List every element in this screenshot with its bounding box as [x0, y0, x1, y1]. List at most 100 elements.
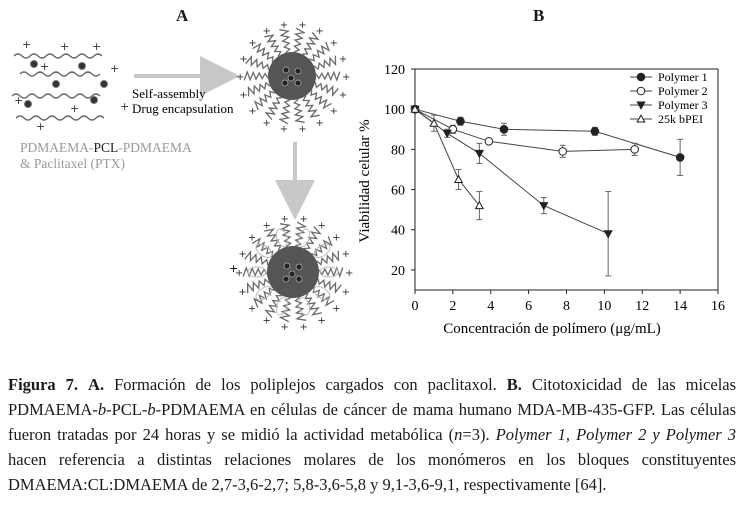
shell-chain — [310, 89, 332, 110]
encapsulated-ptx — [283, 262, 291, 270]
micelle-core-shell: ++++++++++++++ ++++ — [236, 20, 350, 135]
positive-charge: + — [280, 322, 288, 333]
y-tick-label: 60 — [391, 184, 405, 199]
shell-chain — [264, 228, 282, 252]
y-tick-label: 120 — [384, 63, 405, 78]
encapsulated-ptx — [294, 79, 302, 87]
shell-chain — [251, 237, 274, 258]
legend-label: Polymer 3 — [658, 98, 708, 112]
complexed-strand — [298, 228, 311, 247]
data-point — [410, 104, 420, 113]
y-tick-label: 80 — [391, 143, 405, 158]
shell-chain — [279, 223, 292, 248]
positive-charge: + — [332, 233, 340, 244]
positive-charge: + — [316, 26, 324, 37]
figure-number: Figura 7. — [8, 375, 79, 394]
series-25k-bpei — [410, 104, 485, 221]
x-tick-label: 12 — [635, 299, 649, 314]
shell-chain — [246, 278, 270, 294]
shell-chain — [253, 90, 276, 111]
encapsulated-ptx — [287, 74, 295, 82]
ptx-drug-molecules — [24, 60, 108, 108]
series-line — [414, 108, 480, 206]
drug-encapsulation-label: Drug encapsulation — [132, 101, 234, 116]
svg-text:+: + — [70, 102, 79, 115]
x-tick-label: 8 — [563, 299, 570, 314]
data-point — [630, 145, 639, 154]
svg-text:+: + — [92, 40, 101, 53]
data-point — [499, 124, 509, 134]
polyplex-micelle: ++++++++++++++ ++++ — [235, 214, 353, 333]
shell-chain — [311, 236, 333, 257]
shell-chain — [294, 296, 307, 321]
positive-charge: + — [342, 249, 350, 260]
data-point — [636, 86, 646, 96]
positive-charge: + — [280, 214, 288, 225]
shell-chain — [242, 265, 268, 278]
positive-charge: + — [235, 268, 243, 279]
svg-text:+: + — [110, 62, 119, 75]
self-assembly-label: Self-assembly — [132, 86, 206, 101]
positive-charge: + — [345, 268, 353, 279]
legend-label: Polymer 1 — [658, 70, 708, 84]
encapsulated-ptx — [282, 66, 290, 74]
positive-charge: + — [263, 316, 271, 327]
y-tick-label: 20 — [391, 264, 405, 279]
series-line — [414, 108, 609, 235]
positive-charge: + — [238, 287, 246, 298]
positive-charge: + — [342, 287, 350, 298]
positive-charge: + — [248, 233, 256, 244]
positive-charge: + — [298, 124, 306, 135]
data-point — [603, 230, 613, 239]
complexed-strand — [319, 266, 339, 278]
panel-a-schematic: + + + + ++ + ++ PDMAEMA-PCL-PDMAEMA & Paclit… — [11, 20, 353, 333]
svg-text:+: + — [40, 60, 49, 73]
positive-charge: + — [300, 214, 308, 225]
series-polymer-3 — [410, 105, 613, 277]
shell-chain — [318, 266, 344, 279]
positive-charge: + — [239, 54, 247, 65]
x-tick-label: 0 — [412, 299, 419, 314]
shell-chain — [245, 55, 270, 71]
data-point — [636, 114, 646, 123]
caption-b-label: B. — [506, 375, 522, 394]
data-point — [636, 72, 646, 82]
positive-charge: + — [330, 38, 338, 49]
chain-charges: + + + + + + + + + — [14, 38, 129, 133]
positive-charge: + — [239, 90, 247, 101]
legend-label: 25k bPEI — [658, 112, 703, 126]
encapsulated-ptx — [282, 275, 290, 283]
shell-chain — [302, 95, 320, 118]
complexed-strand — [275, 228, 288, 247]
panel-a-label: A — [176, 6, 189, 25]
complexed-strand — [313, 286, 331, 301]
positive-charge: + — [300, 322, 308, 333]
positive-charge: + — [263, 118, 271, 129]
shell-chain — [252, 42, 274, 63]
shell-chain — [264, 34, 282, 57]
shell-chain — [293, 27, 306, 53]
data-point — [636, 101, 646, 110]
shell-chain — [253, 287, 275, 308]
copolymer-label: PDMAEMA-PCL-PDMAEMA — [20, 140, 192, 155]
shell-chain — [314, 81, 339, 97]
svg-text:+: + — [60, 40, 69, 53]
x-tick-label: 2 — [449, 299, 456, 314]
data-point — [456, 116, 465, 126]
positive-charge: + — [318, 220, 326, 231]
positive-charge: + — [248, 38, 256, 49]
svg-text:+: + — [36, 120, 45, 133]
y-tick-label: 100 — [384, 103, 405, 118]
figure-caption: Figura 7. A. Formación de los poliplejos… — [8, 375, 737, 494]
shell-chain — [293, 98, 305, 123]
data-point — [442, 129, 452, 139]
data-point — [675, 153, 685, 162]
svg-text:+: + — [14, 94, 23, 107]
positive-charge: + — [332, 303, 340, 314]
caption-a-label: A. — [88, 375, 105, 394]
shell-chain — [264, 97, 282, 121]
shell-chain — [279, 29, 291, 54]
positive-charge: + — [280, 124, 288, 135]
shell-chain — [313, 55, 337, 71]
